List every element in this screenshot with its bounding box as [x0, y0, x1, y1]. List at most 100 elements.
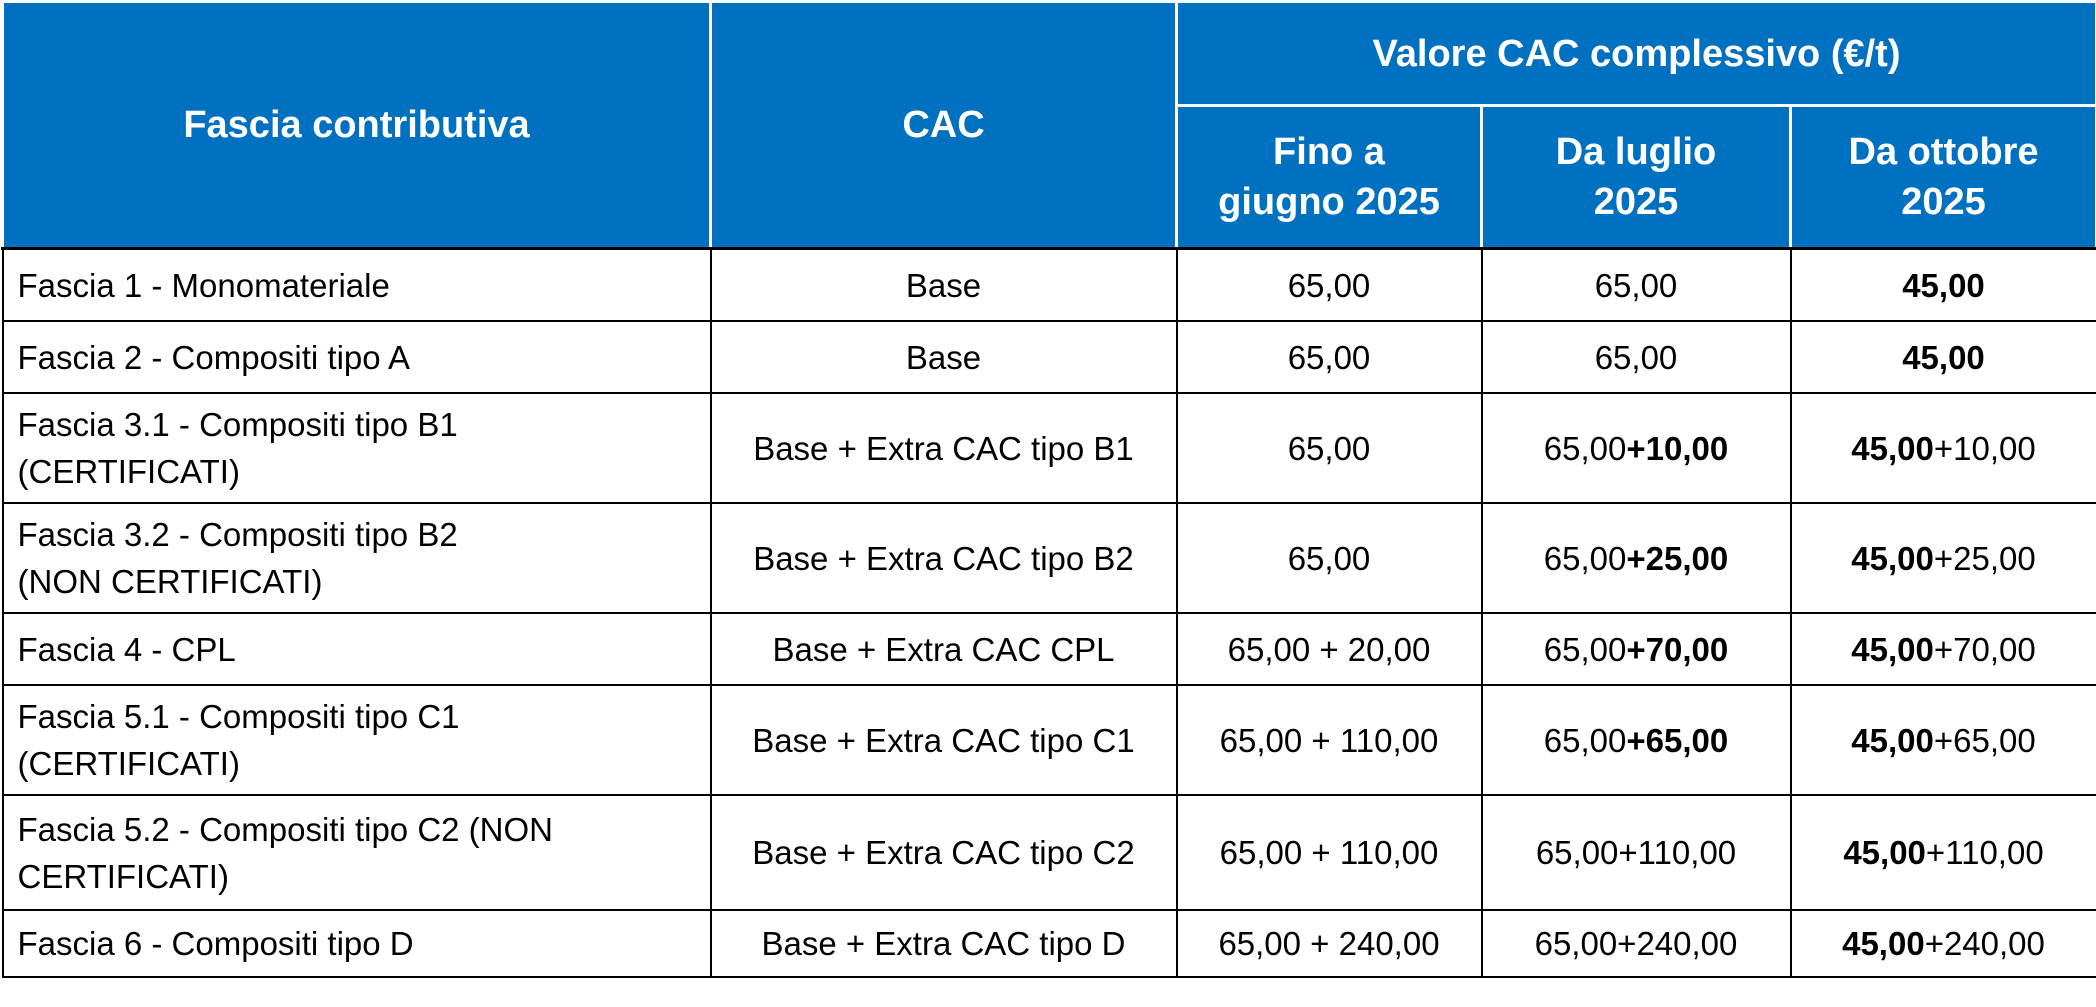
header-period-line2: 2025 [1593, 181, 1679, 223]
cell-cac: Base + Extra CAC tipo B1 [709, 392, 1178, 504]
cell-luglio: 65,00+25,00 [1480, 502, 1792, 614]
cell-luglio: 65,00 [1480, 247, 1792, 322]
fascia-line1: Fascia 6 - Compositi tipo D [17, 925, 414, 962]
cell-luglio: 65,00+70,00 [1480, 612, 1792, 686]
ottobre-base: 45,00 [1851, 539, 1934, 577]
cell-fascia: Fascia 3.2 - Compositi tipo B2 (NON CERTI… [1, 502, 712, 614]
cell-fascia: Fascia 2 - Compositi tipo A [1, 320, 712, 394]
luglio-base: 65,00 [1543, 630, 1627, 668]
cell-luglio: 65,00+65,00 [1480, 684, 1792, 796]
luglio-base: 65,00+240,00 [1534, 925, 1738, 962]
cell-ottobre: 45,00 [1789, 247, 2096, 322]
header-period-line1: Da luglio [1555, 131, 1717, 173]
table-row: Fascia 5.2 - Compositi tipo C2 (NON CERTI… [1, 794, 2096, 911]
table-row: Fascia 6 - Compositi tipo D Base + Extra… [1, 909, 2096, 978]
cell-fino-giugno: 65,00 + 110,00 [1175, 794, 1483, 911]
cell-fascia: Fascia 5.1 - Compositi tipo C1 (CERTIFICA… [1, 684, 712, 796]
header-period-line2: 2025 [1901, 181, 1986, 223]
fascia-line2: (NON CERTIFICATI) [17, 563, 323, 600]
fascia-line1: Fascia 5.2 - Compositi tipo C2 (NON [17, 810, 554, 848]
luglio-base: 65,00 [1594, 338, 1678, 376]
cell-fascia: Fascia 5.2 - Compositi tipo C2 (NON CERTI… [1, 794, 712, 911]
table-header: Fascia contributiva CAC Valore CAC compl… [1, 0, 2096, 250]
header-period-line1: Fino a [1273, 131, 1385, 173]
cell-cac: Base + Extra CAC tipo C1 [709, 684, 1178, 796]
ottobre-base: 45,00 [1851, 429, 1934, 467]
table-row: Fascia 3.2 - Compositi tipo B2 (NON CERTI… [1, 502, 2096, 614]
cell-cac: Base + Extra CAC tipo D [709, 909, 1178, 978]
header-period-fino-giugno: Fino a giugno 2025 [1175, 104, 1483, 250]
cell-ottobre: 45,00+70,00 [1789, 612, 2096, 686]
luglio-extra: +70,00 [1626, 630, 1729, 668]
cell-ottobre: 45,00 [1789, 320, 2096, 394]
luglio-base: 65,00 [1543, 539, 1627, 577]
table-row: Fascia 2 - Compositi tipo A Base 65,00 6… [1, 320, 2096, 394]
cell-luglio: 65,00+10,00 [1480, 392, 1792, 504]
ottobre-extra: +240,00 [1924, 925, 2045, 962]
cell-fino-giugno: 65,00 + 240,00 [1175, 909, 1483, 978]
luglio-base: 65,00+110,00 [1535, 834, 1737, 871]
cell-ottobre: 45,00+65,00 [1789, 684, 2096, 796]
fascia-line1: Fascia 1 - Monomateriale [17, 266, 390, 304]
table-row: Fascia 4 - CPL Base + Extra CAC CPL 65,0… [1, 612, 2096, 686]
cell-fino-giugno: 65,00 + 20,00 [1175, 612, 1483, 686]
luglio-base: 65,00 [1543, 429, 1627, 467]
cell-fascia: Fascia 4 - CPL [1, 612, 712, 686]
ottobre-base: 45,00 [1851, 630, 1934, 668]
header-fascia: Fascia contributiva [1, 0, 712, 250]
cell-fino-giugno: 65,00 [1175, 320, 1483, 394]
fascia-line2: (CERTIFICATI) [17, 745, 240, 782]
ottobre-base: 45,00 [1902, 266, 1985, 304]
ottobre-base: 45,00 [1902, 338, 1985, 376]
fascia-line1: Fascia 3.2 - Compositi tipo B2 [17, 516, 458, 553]
ottobre-extra: +110,00 [1925, 834, 2044, 871]
header-cac: CAC [709, 0, 1178, 250]
cell-cac: Base + Extra CAC tipo B2 [709, 502, 1178, 614]
ottobre-extra: +25,00 [1933, 539, 2036, 577]
fascia-line1: Fascia 5.1 - Compositi tipo C1 [17, 698, 460, 735]
ottobre-extra: +65,00 [1933, 721, 2036, 759]
table-row: Fascia 3.1 - Compositi tipo B1 (CERTIFICA… [1, 392, 2096, 504]
table-body: Fascia 1 - Monomateriale Base 65,00 65,0… [1, 247, 2096, 978]
cell-luglio: 65,00+110,00 [1480, 794, 1792, 911]
luglio-extra: +10,00 [1626, 429, 1729, 467]
header-group-valore: Valore CAC complessivo (€/t) [1174, 0, 2096, 107]
ottobre-base: 45,00 [1842, 925, 1925, 962]
fascia-line1: Fascia 2 - Compositi tipo A [17, 338, 411, 376]
table-row: Fascia 5.1 - Compositi tipo C1 (CERTIFICA… [1, 684, 2096, 796]
cell-fino-giugno: 65,00 + 110,00 [1175, 684, 1483, 796]
cell-fascia: Fascia 3.1 - Compositi tipo B1 (CERTIFICA… [1, 392, 712, 504]
cell-ottobre: 45,00+240,00 [1789, 909, 2096, 978]
ottobre-base: 45,00 [1843, 834, 1926, 871]
cell-fascia: Fascia 1 - Monomateriale [1, 247, 712, 322]
ottobre-extra: +70,00 [1933, 630, 2036, 668]
cell-fino-giugno: 65,00 [1175, 247, 1483, 322]
cell-fino-giugno: 65,00 [1175, 502, 1483, 614]
cell-luglio: 65,00+240,00 [1480, 909, 1792, 978]
fascia-line1: Fascia 4 - CPL [17, 630, 236, 668]
cell-cac: Base + Extra CAC tipo C2 [709, 794, 1178, 911]
luglio-base: 65,00 [1543, 721, 1627, 759]
cell-cac: Base [709, 247, 1178, 322]
ottobre-extra: +10,00 [1933, 429, 2036, 467]
fascia-line2: CERTIFICATI) [17, 857, 229, 895]
luglio-extra: +65,00 [1626, 721, 1729, 759]
luglio-base: 65,00 [1594, 266, 1678, 304]
cell-ottobre: 45,00+110,00 [1789, 794, 2096, 911]
header-period-luglio: Da luglio 2025 [1480, 104, 1792, 250]
table-row: Fascia 1 - Monomateriale Base 65,00 65,0… [1, 247, 2096, 322]
cell-fino-giugno: 65,00 [1175, 392, 1483, 504]
cell-cac: Base + Extra CAC CPL [709, 612, 1178, 686]
header-period-ottobre: Da ottobre 2025 [1788, 104, 2096, 250]
ottobre-base: 45,00 [1851, 721, 1934, 759]
fascia-line1: Fascia 3.1 - Compositi tipo B1 [17, 406, 458, 443]
header-period-line2: giugno 2025 [1218, 181, 1440, 223]
cell-luglio: 65,00 [1480, 320, 1792, 394]
cac-table: Fascia contributiva CAC Valore CAC compl… [1, 0, 2096, 978]
cell-cac: Base [709, 320, 1178, 394]
fascia-line2: (CERTIFICATI) [17, 453, 240, 490]
cell-fascia: Fascia 6 - Compositi tipo D [1, 909, 712, 978]
cell-ottobre: 45,00+25,00 [1789, 502, 2096, 614]
cell-ottobre: 45,00+10,00 [1789, 392, 2096, 504]
luglio-extra: +25,00 [1626, 539, 1729, 577]
